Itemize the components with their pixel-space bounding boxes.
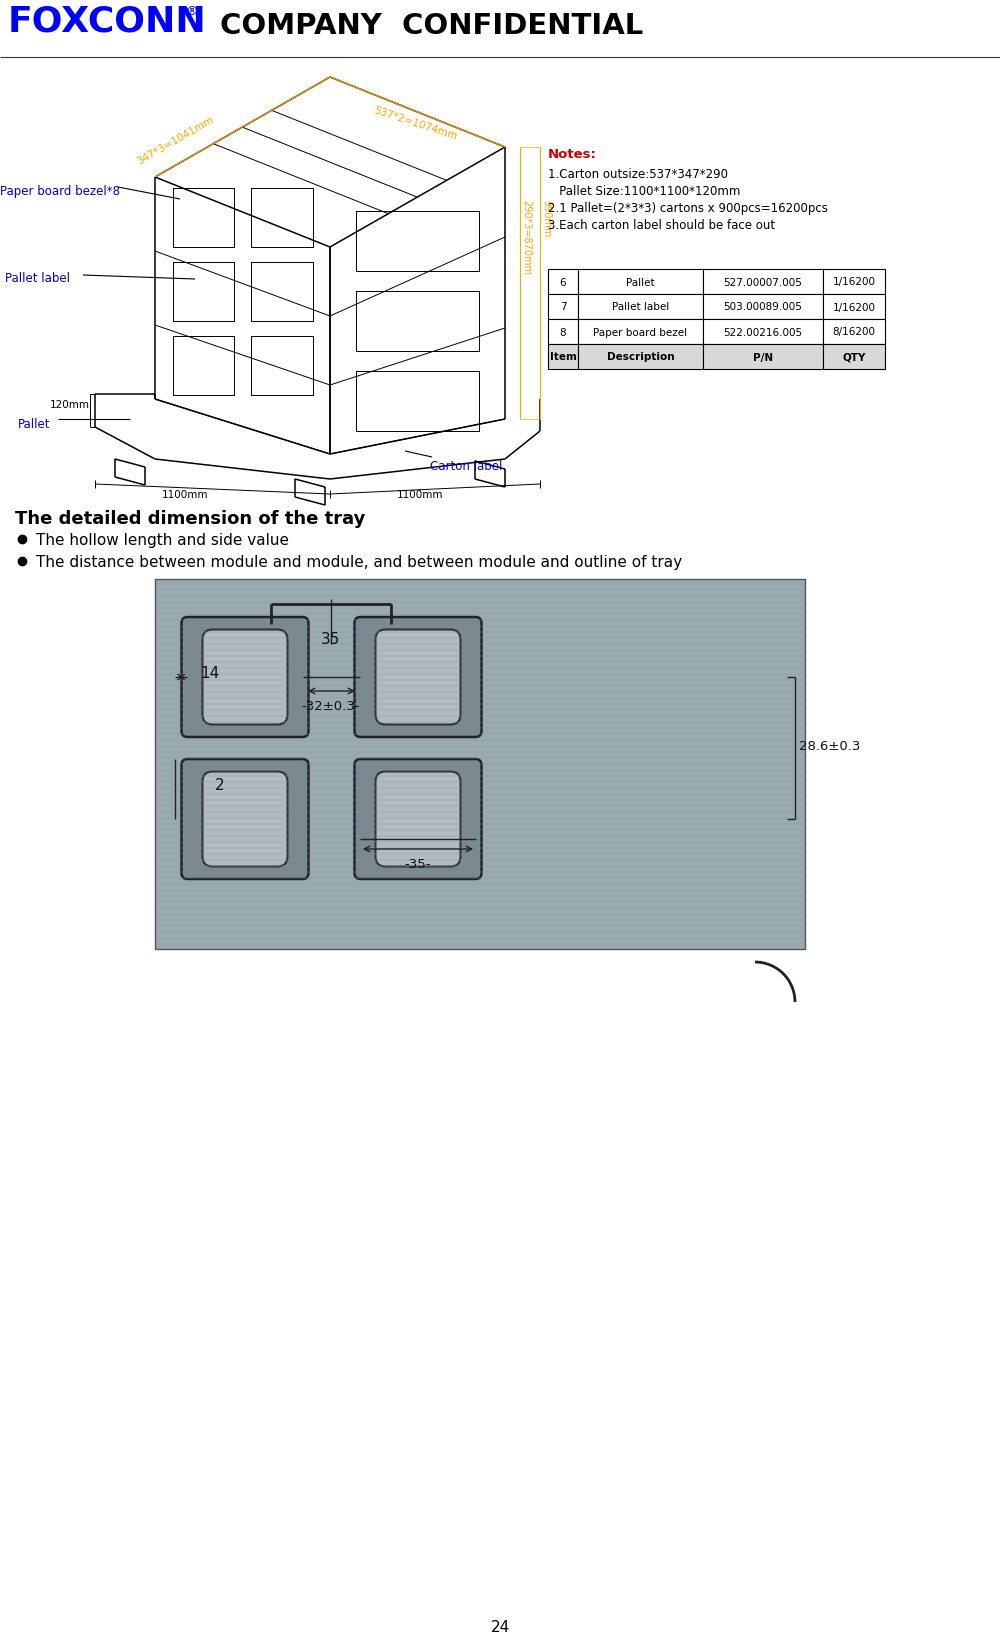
Text: 28.6±0.3: 28.6±0.3 bbox=[799, 739, 860, 752]
Text: P/N: P/N bbox=[753, 353, 773, 362]
Text: Paper board bezel: Paper board bezel bbox=[593, 328, 688, 338]
Bar bbox=[578, 320, 703, 344]
Text: 2.1 Pallet=(2*3*3) cartons x 900pcs=16200pcs: 2.1 Pallet=(2*3*3) cartons x 900pcs=1620… bbox=[548, 202, 828, 215]
Text: 14: 14 bbox=[200, 666, 220, 681]
FancyBboxPatch shape bbox=[202, 772, 288, 867]
Bar bbox=[703, 344, 823, 370]
Bar bbox=[548, 295, 578, 320]
Text: COMPANY  CONFIDENTIAL: COMPANY CONFIDENTIAL bbox=[220, 11, 643, 39]
Text: Pallet: Pallet bbox=[18, 418, 50, 431]
Text: -35-: -35- bbox=[405, 857, 431, 870]
Text: The distance between module and module, and between module and outline of tray: The distance between module and module, … bbox=[36, 555, 682, 570]
Text: -32±0.3-: -32±0.3- bbox=[302, 700, 360, 713]
Text: 1.Carton outsize:537*347*290: 1.Carton outsize:537*347*290 bbox=[548, 168, 728, 181]
Bar bbox=[548, 344, 578, 370]
Bar bbox=[823, 344, 885, 370]
Bar bbox=[155, 579, 805, 950]
FancyBboxPatch shape bbox=[182, 759, 308, 880]
Text: 120mm: 120mm bbox=[50, 400, 90, 410]
Bar bbox=[823, 320, 885, 344]
Text: Paper board bezel*8: Paper board bezel*8 bbox=[0, 184, 120, 197]
Text: Pallet Size:1100*1100*120mm: Pallet Size:1100*1100*120mm bbox=[548, 184, 740, 197]
Text: Item: Item bbox=[550, 353, 576, 362]
Bar bbox=[578, 344, 703, 370]
Text: 522.00216.005: 522.00216.005 bbox=[723, 328, 803, 338]
Text: Notes:: Notes: bbox=[548, 149, 597, 162]
Text: Pallet label: Pallet label bbox=[5, 273, 70, 286]
Text: ®: ® bbox=[185, 5, 198, 18]
Bar bbox=[703, 269, 823, 295]
Bar bbox=[703, 295, 823, 320]
Text: 7: 7 bbox=[560, 302, 566, 312]
Text: 1100mm: 1100mm bbox=[397, 490, 443, 499]
Bar bbox=[578, 295, 703, 320]
Text: Pallet: Pallet bbox=[626, 277, 655, 287]
Text: The hollow length and side value: The hollow length and side value bbox=[36, 532, 289, 548]
Text: Pallet label: Pallet label bbox=[612, 302, 669, 312]
Bar bbox=[823, 269, 885, 295]
Text: 527.00007.005: 527.00007.005 bbox=[724, 277, 802, 287]
Text: 347*3=1041mm: 347*3=1041mm bbox=[135, 114, 215, 166]
Text: Carton label: Carton label bbox=[430, 460, 502, 473]
Bar bbox=[548, 269, 578, 295]
Text: 3.Each carton label should be face out: 3.Each carton label should be face out bbox=[548, 219, 775, 232]
FancyBboxPatch shape bbox=[182, 617, 308, 738]
Text: 24: 24 bbox=[490, 1619, 510, 1632]
Bar bbox=[578, 269, 703, 295]
Text: 1/16200: 1/16200 bbox=[832, 302, 876, 312]
Bar bbox=[823, 295, 885, 320]
Text: 990mm: 990mm bbox=[541, 199, 551, 237]
Bar bbox=[703, 320, 823, 344]
Text: 290*3=870mm: 290*3=870mm bbox=[521, 199, 531, 274]
Text: 503.00089.005: 503.00089.005 bbox=[724, 302, 802, 312]
Bar bbox=[548, 320, 578, 344]
Text: 2: 2 bbox=[215, 777, 225, 793]
FancyBboxPatch shape bbox=[354, 759, 482, 880]
FancyBboxPatch shape bbox=[354, 617, 482, 738]
Text: 35: 35 bbox=[321, 632, 341, 646]
Text: 537*2=1074mm: 537*2=1074mm bbox=[372, 104, 458, 142]
Text: FOXCONN: FOXCONN bbox=[8, 5, 207, 39]
FancyBboxPatch shape bbox=[376, 772, 460, 867]
FancyBboxPatch shape bbox=[202, 630, 288, 725]
Text: Description: Description bbox=[607, 353, 674, 362]
Text: 8: 8 bbox=[560, 328, 566, 338]
FancyBboxPatch shape bbox=[376, 630, 460, 725]
Text: 1100mm: 1100mm bbox=[162, 490, 208, 499]
Text: 1/16200: 1/16200 bbox=[832, 277, 876, 287]
Text: 6: 6 bbox=[560, 277, 566, 287]
Text: QTY: QTY bbox=[842, 353, 866, 362]
Text: The detailed dimension of the tray: The detailed dimension of the tray bbox=[15, 509, 365, 527]
Text: 8/16200: 8/16200 bbox=[832, 328, 876, 338]
